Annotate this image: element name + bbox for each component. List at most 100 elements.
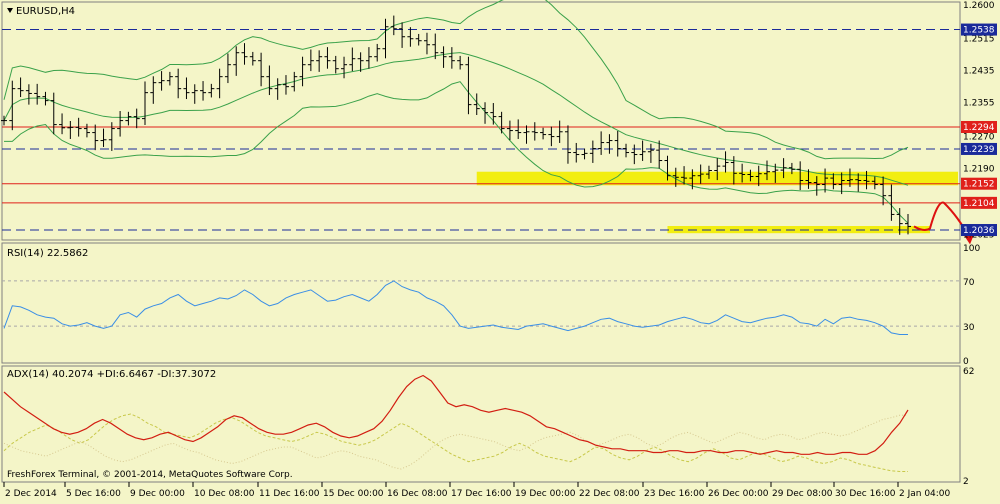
price-bar (365, 47, 372, 69)
price-bar (175, 68, 182, 99)
price-bar (614, 130, 621, 157)
price-bar (705, 165, 712, 179)
level-price-label: 1.2294 (963, 123, 995, 133)
rsi-tick-label: 0 (963, 357, 969, 367)
price-panel[interactable]: 1.2600 1.2515 1.2435 1.2355 1.2270 1.2190 1.20… (1, 0, 997, 245)
price-bar (639, 140, 646, 161)
price-bar (905, 214, 911, 235)
price-bar (133, 108, 140, 129)
price-bar (656, 140, 663, 169)
price-bar (672, 167, 679, 187)
price-bar (382, 18, 389, 59)
time-tick-label: 2 Jan 04:00 (899, 489, 951, 499)
adx-panel-title: ADX(14) 40.2074 +DI:6.6467 -DI:37.3072 (7, 369, 216, 380)
bollinger-upper-band (3, 0, 909, 160)
level-price-tag (961, 196, 997, 209)
price-bar (880, 176, 887, 206)
plus-di-line (3, 413, 908, 472)
price-bar (473, 93, 480, 116)
price-bar (50, 92, 57, 135)
adx-tick-label: 2 (963, 477, 969, 487)
price-bar (623, 143, 630, 158)
price-bar (125, 111, 132, 126)
price-bar (208, 83, 215, 98)
adx-layer: 62 2 (3, 367, 974, 487)
down-triangle-icon (7, 8, 13, 13)
price-bar (1, 115, 7, 126)
time-tick-label: 29 Dec 08:00 (772, 489, 833, 499)
price-bar (830, 173, 837, 190)
price-tick-label: 1.2435 (963, 67, 995, 77)
rsi-tick-label: 100 (963, 244, 980, 254)
projection-arrow (913, 201, 971, 239)
price-bar (855, 173, 862, 192)
price-bar (772, 163, 779, 183)
price-bar (440, 46, 447, 68)
price-bar (482, 102, 489, 124)
level-price-tag (961, 120, 997, 133)
rsi-tick-label: 70 (963, 278, 975, 288)
price-tick-label: 1.2270 (963, 133, 995, 143)
price-bar (150, 76, 157, 104)
price-bar (780, 158, 787, 179)
projection-arrowhead (964, 234, 974, 245)
level-price-label: 1.2036 (963, 226, 995, 236)
time-tick-label: 26 Dec 00:00 (708, 489, 769, 499)
rsi-line (3, 280, 908, 335)
price-bar (17, 77, 24, 98)
price-bar (42, 91, 49, 106)
level-price-label: 1.2538 (963, 26, 995, 36)
price-bar (83, 123, 90, 138)
price-bar (896, 208, 903, 235)
time-tick-label: 17 Dec 16:00 (451, 489, 512, 499)
price-bar (457, 55, 464, 70)
price-bar (282, 75, 289, 95)
price-bar (664, 155, 671, 181)
level-price-label: 1.2239 (963, 145, 995, 155)
price-bar (249, 51, 256, 66)
adx-tick-label: 62 (963, 367, 974, 377)
price-bar (332, 55, 339, 74)
adx-panel-frame (1, 365, 961, 483)
price-bar (805, 169, 812, 189)
price-bar (415, 33, 422, 46)
price-bar (606, 134, 613, 154)
price-bar (324, 47, 331, 69)
price-tick-label: 1.2515 (963, 35, 995, 45)
rsi-layer: 100 70 30 0 (2, 244, 980, 367)
adx-panel[interactable]: 62 2 ADX(14) 40.2074 +DI:6.6467 -DI:37.30… (1, 365, 974, 487)
price-bar (689, 169, 696, 190)
price-bar (722, 151, 729, 173)
price-bar (498, 111, 505, 134)
bollinger-middle-band (3, 52, 909, 186)
copyright-text: FreshForex Terminal, © 2001-2014, MetaQu… (7, 470, 293, 480)
price-bar (241, 43, 248, 65)
price-bar (92, 124, 99, 151)
price-bar (863, 170, 870, 190)
rsi-panel[interactable]: 100 70 30 0 RSI(14) 22.5862 (1, 242, 980, 367)
time-tick-label: 16 Dec 08:00 (387, 489, 448, 499)
price-bar (291, 71, 298, 92)
price-bar (341, 56, 348, 79)
price-bar (374, 43, 381, 62)
highlight-zone (667, 226, 930, 234)
price-bar (166, 71, 173, 86)
time-tick-label: 9 Dec 00:00 (130, 489, 185, 499)
price-bar (307, 49, 314, 72)
time-tick-label: 15 Dec 00:00 (323, 489, 384, 499)
price-bar (158, 71, 165, 91)
price-bar (299, 56, 306, 87)
price-bar (813, 176, 820, 196)
price-bar (556, 120, 563, 143)
price-bar (224, 53, 231, 84)
price-bar (349, 47, 356, 72)
price-bar (589, 140, 596, 163)
price-bar (788, 162, 795, 175)
time-tick-label: 11 Dec 16:00 (259, 489, 320, 499)
price-bar (573, 142, 580, 163)
price-bar (764, 160, 771, 181)
price-bar (448, 47, 455, 69)
minus-di-line (3, 414, 908, 470)
